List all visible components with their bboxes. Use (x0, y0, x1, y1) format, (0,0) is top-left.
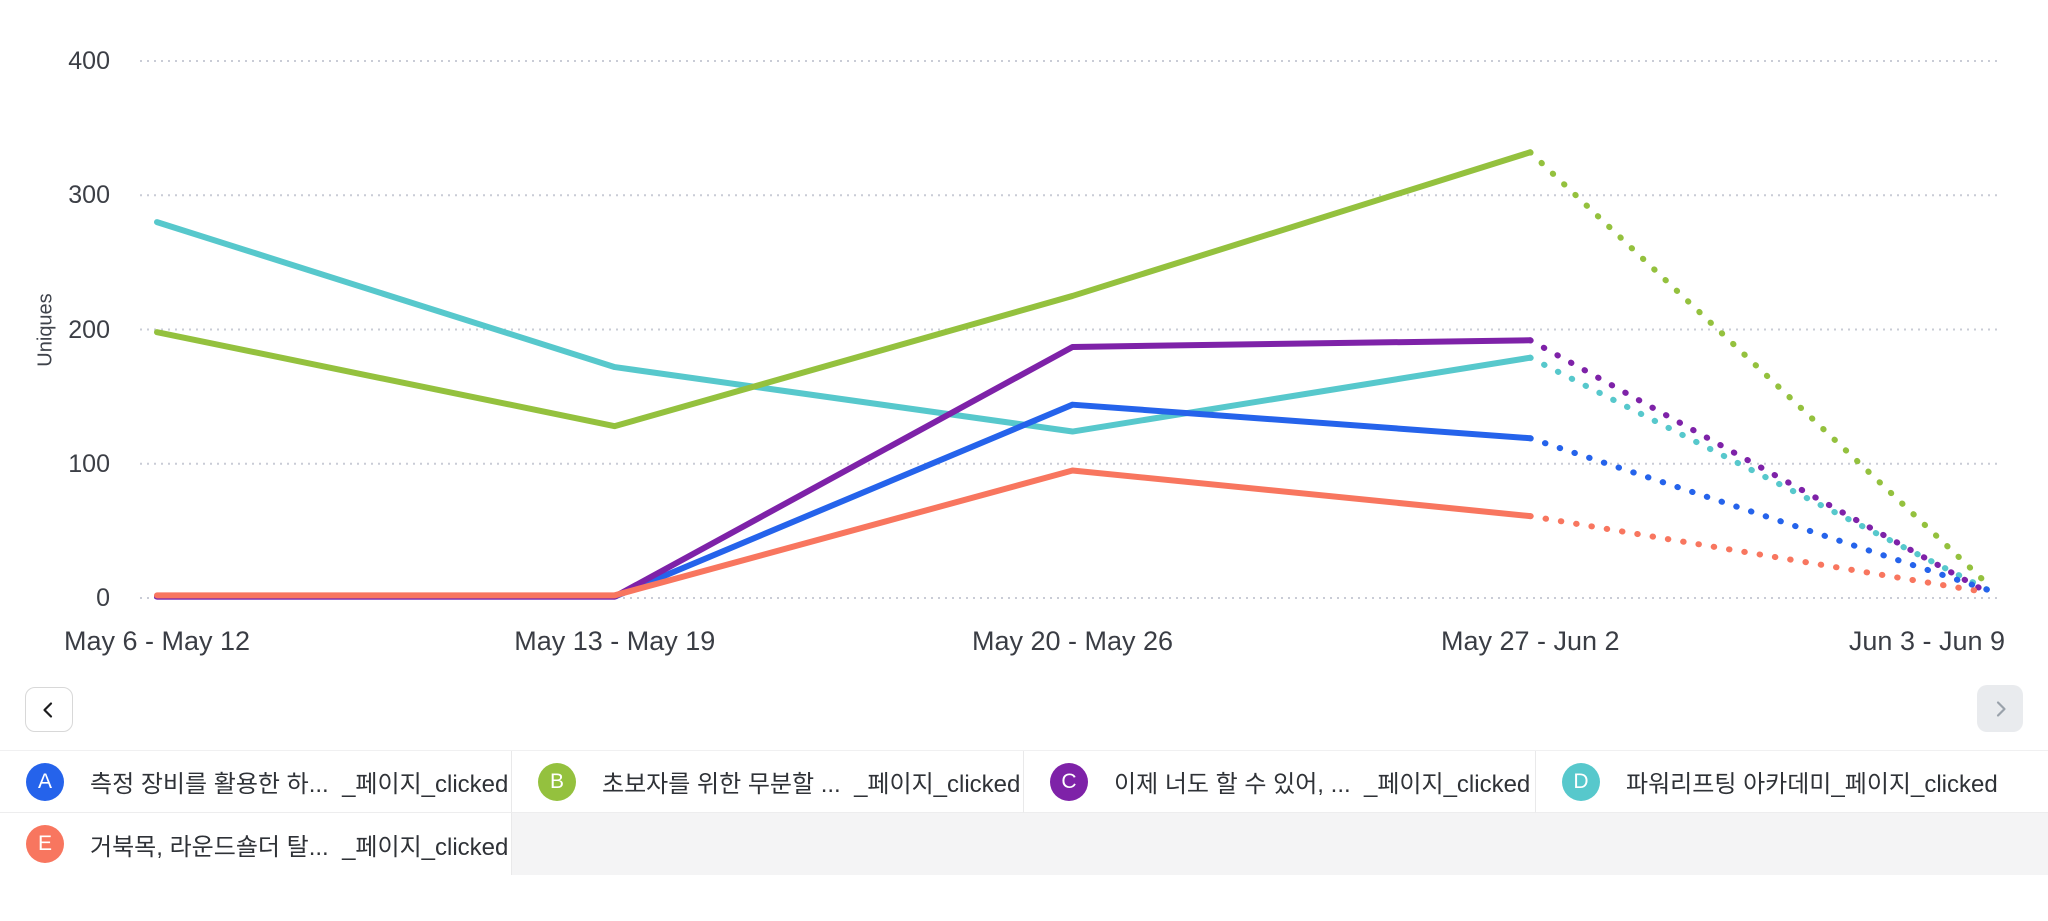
x-tick-label: May 20 - May 26 (971, 626, 1174, 656)
gridlines (140, 60, 2000, 599)
x-tick-label: Jun 3 - Jun 9 (1848, 626, 2005, 656)
series-projection-A[interactable] (1527, 435, 1991, 593)
legend-item-A[interactable]: A 측정 장비를 활용한 하... _페이지_clicked (0, 751, 512, 813)
y-tick-label: 100 (68, 449, 110, 478)
legend-item-B[interactable]: B 초보자를 위한 무분할 ... _페이지_clicked (512, 751, 1024, 813)
legend-next-page-button[interactable] (1977, 685, 2023, 732)
series-projection-C[interactable] (1527, 337, 1991, 596)
legend-label: 초보자를 위한 무분할 ... _페이지_clicked (602, 771, 1021, 798)
legend-label: 측정 장비를 활용한 하... _페이지_clicked (90, 771, 509, 798)
chart-plot[interactable] (0, 0, 2048, 670)
chart-area: Uniques 0 100 200 300 400 May 6 - May 12 May … (0, 0, 2048, 670)
series-badge-D: D (1562, 762, 1600, 801)
series-projection-B[interactable] (1527, 149, 1991, 588)
series-badge-B: B (538, 762, 576, 801)
legend-label: 거북목, 라운드숄더 탈... _페이지_clicked (90, 833, 509, 861)
y-tick-label: 400 (68, 47, 110, 75)
series-badge-A: A (26, 762, 64, 801)
legend-item-D[interactable]: D 파워리프팅 아카데미_페이지_clicked (1536, 751, 2048, 813)
legend-item-E[interactable]: E 거북목, 라운드숄더 탈... _페이지_clicked (0, 813, 512, 875)
series-line-C[interactable] (154, 337, 1534, 600)
series-badge-C: C (1050, 762, 1088, 801)
y-tick-label: 200 (68, 315, 110, 344)
chevron-left-icon (38, 699, 60, 721)
legend-label: 파워리프팅 아카데미_페이지_clicked (1626, 771, 1998, 798)
x-tick-label: May 13 - May 19 (514, 626, 716, 656)
legend-item-C[interactable]: C 이제 너도 할 수 있어, ... _페이지_clicked (1024, 751, 1536, 813)
x-tick-label: May 27 - Jun 2 (1440, 626, 1620, 656)
series-line-D[interactable] (154, 219, 1534, 435)
y-tick-label: 300 (68, 181, 110, 210)
legend-empty-cell (512, 813, 2048, 875)
series-badge-E: E (26, 825, 64, 863)
series-line-E[interactable] (154, 467, 1534, 599)
series-legend: A 측정 장비를 활용한 하... _페이지_clicked B 초보자를 위한 무분… (0, 750, 2048, 875)
series-line-A[interactable] (154, 401, 1534, 600)
series-projection-E[interactable] (1527, 513, 1991, 596)
series-line-B[interactable] (154, 149, 1534, 430)
legend-label: 이제 너도 할 수 있어, ... _페이지_clicked (1114, 771, 1531, 798)
x-tick-label: May 6 - May 12 (63, 626, 251, 656)
y-tick-label: 0 (96, 584, 110, 612)
legend-prev-page-button[interactable] (25, 687, 73, 732)
chevron-right-icon (1989, 698, 2011, 720)
